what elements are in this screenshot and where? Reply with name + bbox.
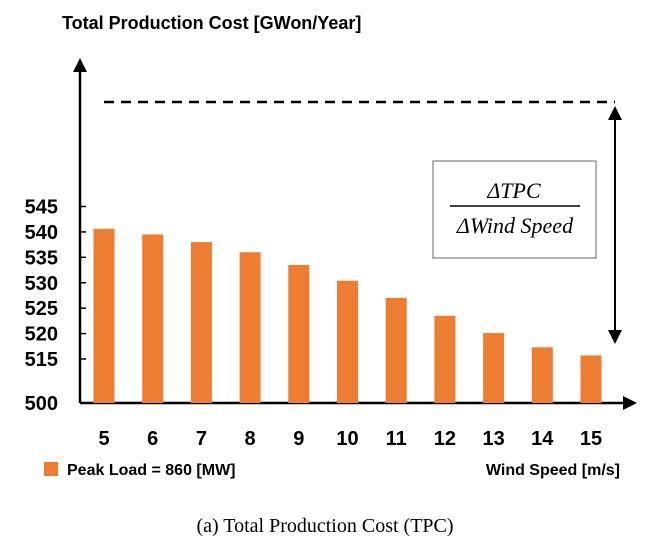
arrow-up-icon [608,106,622,120]
x-tick-label: 13 [482,428,504,450]
x-tick-label: 11 [386,428,407,450]
y-tick-label: 545 [25,197,58,219]
bar-15 [580,355,602,403]
bar-14 [531,347,553,403]
x-tick-label: 8 [245,428,256,450]
x-tick-label: 14 [531,428,554,450]
formula-numerator: ΔTPC [486,178,541,203]
figure-caption: (a) Total Production Cost (TPC) [196,515,453,537]
delta-formula-box: ΔTPC ΔWind Speed [432,160,597,259]
x-tick-label: 7 [196,428,207,450]
bar-9 [288,264,310,403]
bar-5 [93,228,115,403]
formula-denominator: ΔWind Speed [456,213,574,238]
legend: Peak Load = 860 [MW] [44,462,236,479]
bar-6 [142,234,164,403]
y-tick-label: 530 [25,273,58,295]
y-tick-label: 535 [25,247,58,269]
x-axis-ticks: 5 6 7 8 9 10 11 12 13 14 15 [98,428,602,450]
bar-7 [190,242,212,403]
x-tick-label: 10 [336,428,358,450]
bar-12 [434,315,456,403]
legend-label: Peak Load = 860 [MW] [67,462,236,479]
x-tick-label: 6 [147,428,158,450]
bar-10 [337,280,358,403]
difference-double-arrow [608,106,622,344]
bar-13 [483,333,505,403]
x-tick-label: 5 [98,428,109,450]
y-axis-arrow-icon [73,58,87,72]
y-axis-ticks: 500 515 520 525 530 535 540 545 [25,197,86,415]
legend-swatch [44,462,58,476]
bar-series [93,228,602,403]
y-tick-label: 500 [25,393,58,415]
bar-11 [385,298,407,403]
y-tick-label: 520 [25,324,58,346]
x-tick-label: 15 [580,428,602,450]
y-tick-label: 515 [25,349,58,371]
x-tick-label: 9 [293,428,304,450]
chart-title: Total Production Cost [GWon/Year] [62,13,361,33]
y-tick-label: 525 [25,298,58,320]
x-tick-label: 12 [434,428,456,450]
x-axis-arrow-icon [623,396,637,410]
bar-8 [239,252,261,403]
y-tick-label: 540 [25,222,58,244]
arrow-down-icon [608,330,622,344]
x-axis-title: Wind Speed [m/s] [486,462,620,479]
